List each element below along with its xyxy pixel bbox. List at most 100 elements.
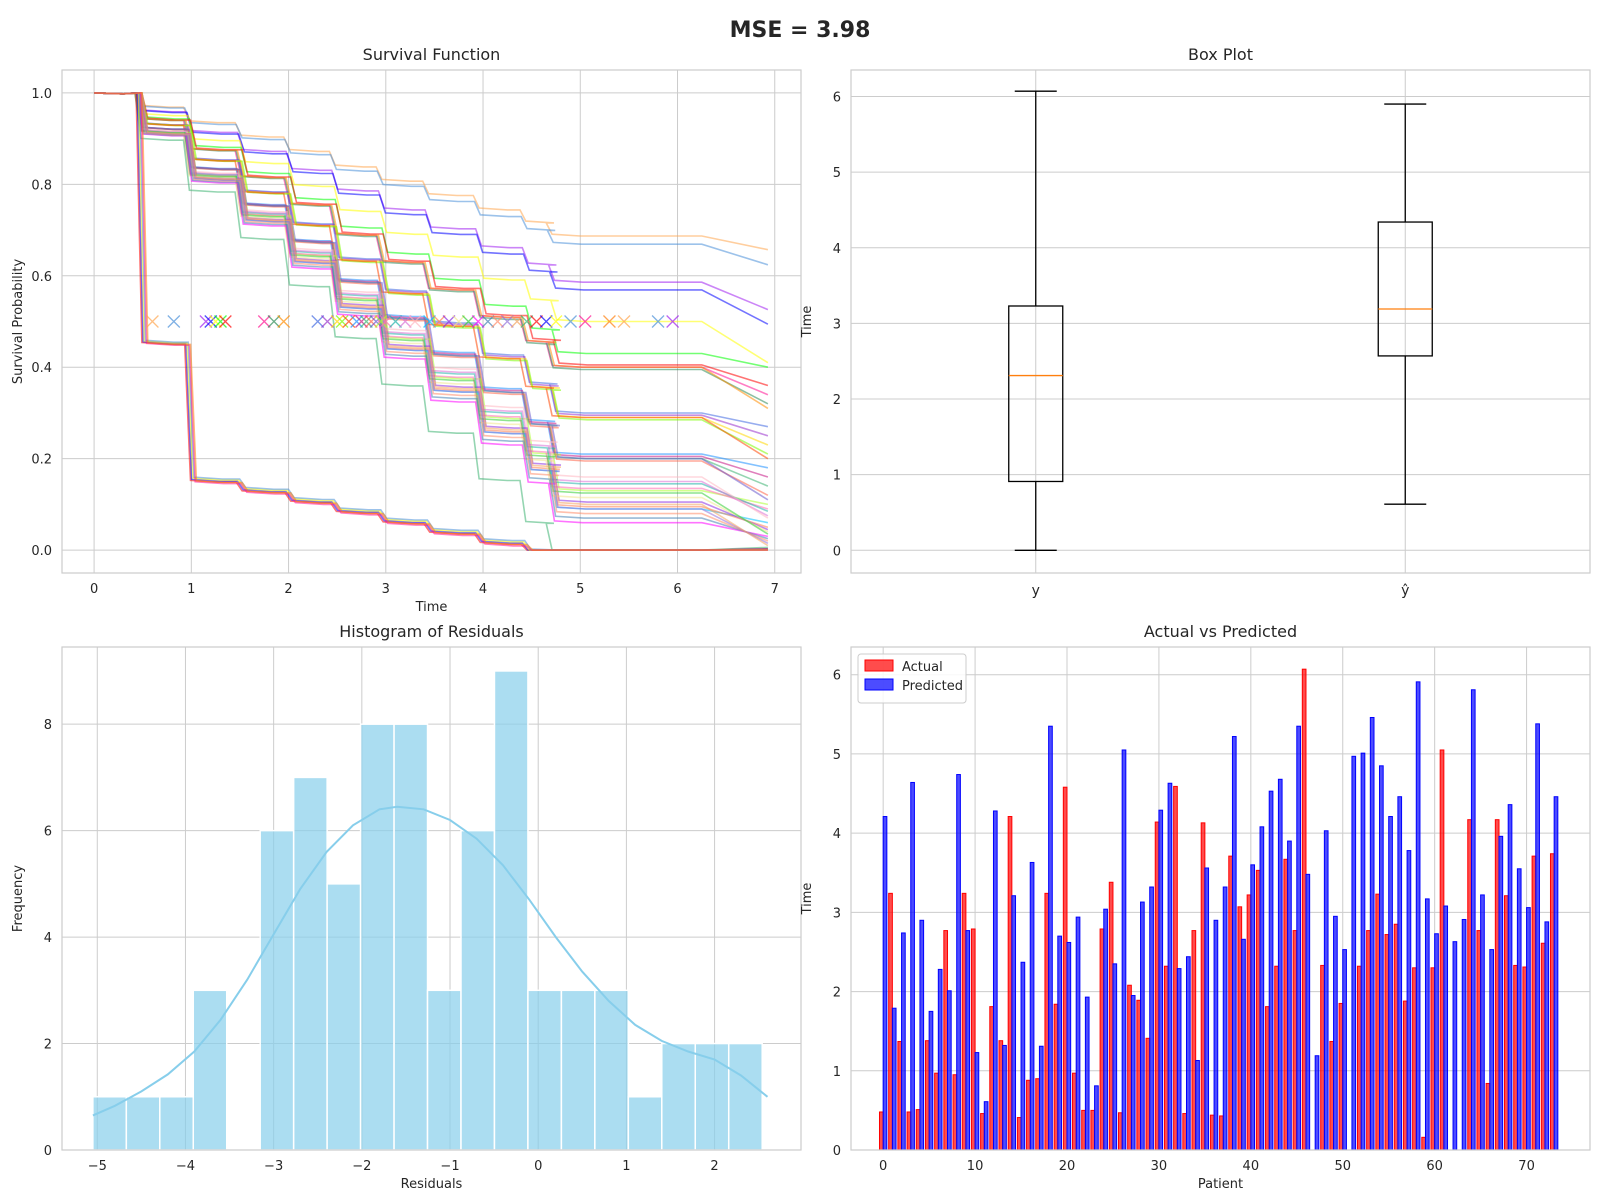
histogram-bar	[359, 723, 395, 1151]
legend-label: Actual	[902, 660, 943, 675]
histogram-bar	[527, 989, 563, 1151]
x-tick-label: 70	[1518, 1159, 1535, 1174]
median-survival-marker	[666, 315, 680, 328]
actual-bar	[1035, 1078, 1040, 1151]
median-survival-marker	[145, 315, 159, 328]
median-survival-marker	[461, 315, 475, 328]
predicted-bar	[1084, 996, 1090, 1151]
actual-bar	[1439, 749, 1445, 1151]
actual-bar	[998, 1040, 1004, 1151]
predicted-bar	[1048, 725, 1053, 1151]
median-survival-marker	[602, 315, 616, 328]
actual-bar	[1301, 668, 1307, 1151]
median-survival-marker	[320, 315, 334, 328]
y-tick-label: 5	[833, 748, 841, 763]
median-survival-marker	[369, 315, 383, 328]
actual-bar	[1090, 1109, 1096, 1151]
actual-bar	[1219, 1115, 1224, 1151]
actual-bar	[878, 1111, 884, 1151]
x-axis-label: Time	[415, 600, 448, 615]
histogram-bar	[460, 829, 496, 1151]
x-tick-label: 2	[710, 1159, 718, 1174]
predicted-bar	[1342, 949, 1347, 1151]
predicted-bar	[1498, 835, 1504, 1151]
actual-bar	[980, 1113, 985, 1151]
axes-frame	[61, 69, 802, 574]
box-plot-chart: Box Plot Time 0 1 2 3 4 5 6 y ŷ	[800, 45, 1591, 599]
legend-swatch	[864, 678, 894, 691]
axes-frame	[850, 646, 1591, 1151]
predicted-bar	[901, 932, 906, 1151]
predicted-bar	[1516, 868, 1522, 1151]
median-survival-marker	[359, 315, 373, 328]
x-tick-label: −4	[176, 1159, 195, 1174]
median-survival-marker	[423, 315, 437, 328]
predicted-bar	[1268, 790, 1274, 1151]
predicted-bar	[1011, 895, 1017, 1151]
actual-bar	[961, 892, 967, 1151]
x-tick-label: 30	[1151, 1159, 1168, 1174]
actual-bar	[1375, 893, 1381, 1151]
actual-bar	[1026, 1079, 1031, 1151]
median-survival-marker	[355, 315, 368, 328]
x-tick-label: 5	[576, 582, 584, 597]
actual-bar	[1265, 1006, 1270, 1151]
x-tick-label: 7	[771, 582, 779, 597]
median-survival-marker	[491, 315, 505, 328]
predicted-bar	[1075, 916, 1081, 1151]
actual-bar	[1044, 892, 1050, 1151]
legend: Actual Predicted	[857, 653, 967, 704]
actual-bar	[1255, 869, 1261, 1151]
actual-bar	[1274, 965, 1279, 1151]
x-tick-label: 20	[1059, 1159, 1076, 1174]
actual-bar	[888, 892, 893, 1151]
median-survival-marker	[549, 315, 563, 328]
survival-curve	[94, 92, 769, 547]
actual-bar	[1072, 1072, 1077, 1151]
median-survival-marker	[257, 315, 271, 328]
actual-bar	[1016, 1117, 1022, 1151]
median-survival-marker	[379, 315, 393, 328]
histogram-bar	[92, 1096, 128, 1151]
chart-title: Box Plot	[1188, 45, 1253, 64]
actual-bar	[1173, 785, 1178, 1151]
x-tick-label: 0	[534, 1159, 542, 1174]
actual-bar	[1209, 1114, 1215, 1151]
predicted-bar	[1507, 804, 1513, 1151]
actual-bar	[1062, 786, 1068, 1151]
predicted-bar	[1176, 968, 1182, 1151]
histogram-bar	[426, 989, 462, 1151]
predicted-bar	[1388, 816, 1393, 1151]
actual-bar	[1127, 984, 1132, 1151]
actual-bar	[1430, 967, 1436, 1151]
y-tick-label: 0.6	[31, 270, 52, 285]
actual-bar	[1099, 928, 1105, 1151]
predicted-bar	[992, 810, 998, 1151]
actual-bar	[1402, 1000, 1408, 1151]
y-tick-label: 2	[833, 393, 841, 408]
predicted-bar	[1397, 796, 1403, 1151]
x-tick-label: 10	[967, 1159, 984, 1174]
median-survival-marker	[398, 315, 412, 328]
predicted-bar	[1103, 908, 1108, 1151]
predicted-bar	[1287, 840, 1292, 1151]
y-tick-label: 1	[833, 469, 841, 484]
y-tick-label: 0.8	[31, 178, 52, 193]
actual-bar	[1531, 855, 1537, 1151]
actual-bar	[1421, 1136, 1426, 1151]
histogram-bar	[326, 883, 362, 1151]
kde-curve	[92, 805, 769, 1117]
histogram-bar	[560, 989, 596, 1151]
histogram-bar	[259, 829, 295, 1151]
actual-bar	[1292, 930, 1298, 1151]
x-axis-label: Patient	[1198, 1177, 1243, 1192]
chart-title: Histogram of Residuals	[339, 622, 524, 641]
chart-title: Survival Function	[363, 45, 501, 64]
histogram-bar	[125, 1096, 161, 1151]
predicted-bar	[1351, 755, 1357, 1151]
predicted-bar	[1094, 1085, 1099, 1151]
actual-bar	[1476, 930, 1482, 1151]
y-axis-label: Frequency	[11, 865, 26, 932]
actual-bar	[1320, 964, 1325, 1151]
